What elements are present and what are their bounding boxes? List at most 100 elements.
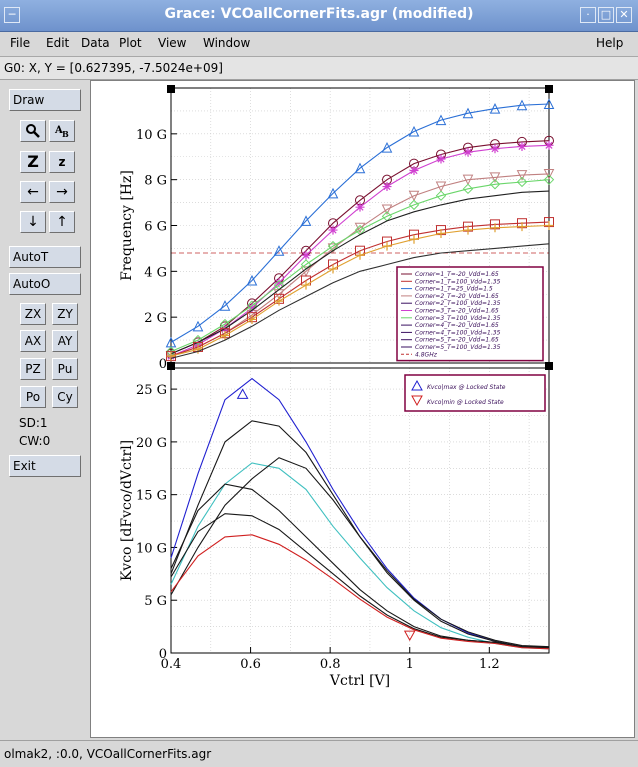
legend-entry: Corner=1_T=100_Vdd=1.35 <box>415 278 501 285</box>
graph-area[interactable]: 0 2 G 4 G 6 G 8 G 10 G Frequency [Hz] Corner=1_… <box>91 81 634 737</box>
y-tick-label: 0 <box>159 647 167 662</box>
data-point <box>382 182 392 192</box>
data-point <box>517 222 527 232</box>
legend-entry: Kvco|max @ Locked State <box>427 384 506 391</box>
menu-plot[interactable]: Plot <box>119 36 142 50</box>
legend-marker-min <box>411 395 423 407</box>
series-line <box>170 513 550 649</box>
pu-button[interactable]: Pu <box>52 358 78 380</box>
y-tick-label: 8 G <box>144 174 167 189</box>
window-title: Grace: VCOallCornerFits.agr (modified) <box>164 6 474 22</box>
data-point <box>220 331 230 340</box>
legend-entry: Corner=2_T=100_Vdd=1.35 <box>415 300 501 307</box>
y-tick-label: 20 G <box>136 436 167 451</box>
menu-view[interactable]: View <box>158 36 187 50</box>
y-tick-label: 25 G <box>136 383 167 398</box>
menu-edit[interactable]: Edit <box>46 36 70 50</box>
data-point <box>355 250 365 260</box>
data-point <box>543 174 555 185</box>
data-point <box>381 141 393 153</box>
legend-entry: Corner=5_T=100_Vdd=1.35 <box>415 344 501 351</box>
arrow-left-icon[interactable]: ← <box>20 181 46 203</box>
menu-file[interactable]: File <box>10 36 31 50</box>
arrow-up-icon[interactable]: ↑ <box>49 211 75 233</box>
series-line <box>170 190 550 355</box>
plot-frame <box>170 367 550 654</box>
data-point <box>166 351 176 361</box>
status-text: olmak2, :0.0, VCOallCornerFits.agr <box>4 747 212 761</box>
title-bar[interactable]: ─ Grace: VCOallCornerFits.agr (modified)… <box>0 0 638 32</box>
x-tick-label: 1 <box>406 657 414 672</box>
ax-button[interactable]: AX <box>20 330 46 352</box>
zx-button[interactable]: ZX <box>20 303 46 325</box>
data-point <box>301 250 311 260</box>
y-axis-label: Kvco [dFvco/dVctrl] <box>119 440 135 581</box>
data-point <box>489 172 501 183</box>
plot-canvas[interactable]: 0 2 G 4 G 6 G 8 G 10 G Frequency [Hz] Corner=1_… <box>90 80 635 738</box>
zoom-small-button[interactable]: z <box>49 151 75 173</box>
data-point <box>463 225 473 235</box>
menu-data[interactable]: Data <box>81 36 110 50</box>
data-point <box>273 245 285 256</box>
data-point <box>544 221 554 230</box>
data-point <box>543 98 555 110</box>
y-tick-label: 10 G <box>136 128 167 143</box>
y-tick-label: 4 G <box>144 265 167 280</box>
window-menu-icon[interactable]: ─ <box>4 7 20 23</box>
data-point <box>462 107 474 119</box>
data-point <box>355 202 365 212</box>
arrow-down-icon[interactable]: ↓ <box>20 211 46 233</box>
data-point <box>516 99 528 111</box>
ay-button[interactable]: AY <box>52 330 78 352</box>
cy-button[interactable]: Cy <box>52 386 78 408</box>
legend-entry: Corner=5_T=-20_Vdd=1.65 <box>415 337 499 344</box>
exit-button[interactable]: Exit <box>9 455 81 477</box>
po-button[interactable]: Po <box>20 386 46 408</box>
data-point <box>489 179 501 190</box>
data-point <box>462 174 474 186</box>
data-point <box>409 234 419 244</box>
legend-entry: 4.8GHz <box>415 351 438 358</box>
data-point <box>544 140 554 150</box>
zoom-big-button[interactable]: Z <box>20 151 46 173</box>
maximize-icon[interactable]: □ <box>598 7 614 23</box>
data-point <box>247 314 257 324</box>
legend-marker-max <box>411 379 423 391</box>
menu-window[interactable]: Window <box>203 36 251 50</box>
data-point <box>328 264 338 274</box>
selection-handle <box>167 85 175 93</box>
data-point <box>219 300 231 311</box>
cw-label: CW:0 <box>19 434 51 448</box>
menu-bar: File Edit Data Plot View Window Help <box>0 32 638 57</box>
selection-handle <box>545 85 553 93</box>
y-tick-label: 2 G <box>144 311 167 326</box>
data-point <box>543 168 555 180</box>
zoom-icon[interactable] <box>20 120 46 142</box>
legend-entry: Corner=1_T=25_Vdd=1.5 <box>415 286 493 293</box>
data-point <box>436 229 446 239</box>
data-point <box>489 103 501 114</box>
data-point <box>246 274 258 286</box>
data-point <box>516 170 528 181</box>
selection-handle <box>545 362 553 370</box>
autoo-button[interactable]: AutoO <box>9 273 81 295</box>
draw-button[interactable]: Draw <box>9 89 81 111</box>
x-tick-label: 0.6 <box>240 657 261 672</box>
data-point <box>490 144 500 154</box>
data-point <box>301 280 311 290</box>
data-point <box>193 344 203 354</box>
y-tick-label: 6 G <box>144 220 167 235</box>
selection-handle <box>167 362 175 370</box>
autot-button[interactable]: AutoT <box>9 246 81 268</box>
close-icon[interactable]: ✕ <box>616 7 632 23</box>
menu-help[interactable]: Help <box>596 36 624 50</box>
legend-box <box>404 374 546 412</box>
data-point <box>462 183 474 195</box>
pz-button[interactable]: PZ <box>20 358 46 380</box>
series-line <box>170 103 550 343</box>
minimize-icon[interactable]: · <box>580 7 596 23</box>
arrow-right-icon[interactable]: → <box>49 181 75 203</box>
zy-button[interactable]: ZY <box>52 303 78 325</box>
legend-entry: Corner=4_T=-20_Vdd=1.65 <box>415 322 499 329</box>
